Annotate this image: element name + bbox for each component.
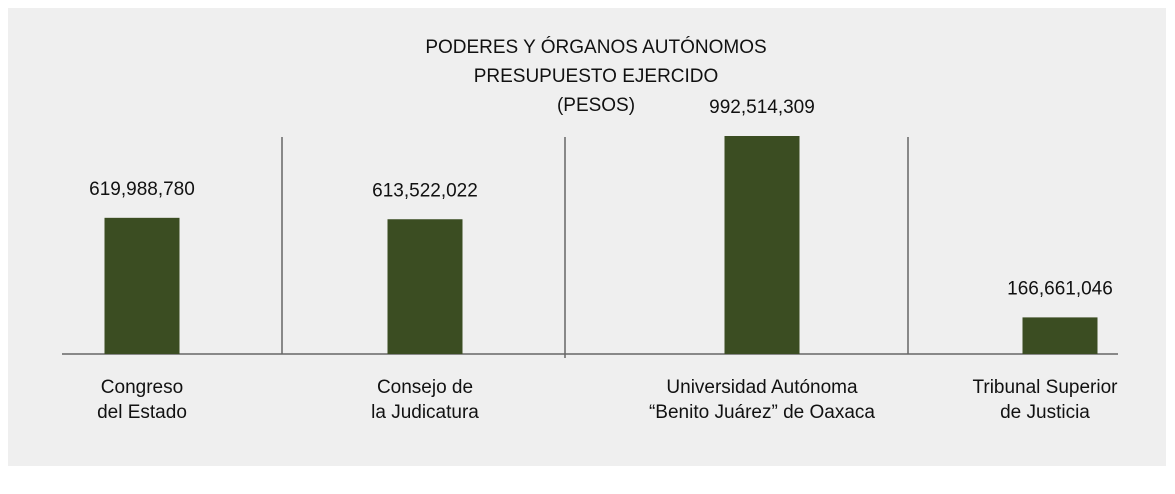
bar — [724, 136, 800, 354]
chart-title: PODERES Y ÓRGANOS AUTÓNOMOS — [425, 36, 766, 58]
bar — [387, 219, 463, 354]
x-tick-label: Tribunal Superior — [972, 377, 1118, 398]
value-label: 992,514,309 — [709, 97, 815, 118]
x-tick-label: Consejo de — [377, 377, 473, 398]
x-tick-label: de Justicia — [1000, 402, 1090, 423]
x-tick-label: del Estado — [97, 402, 187, 423]
x-tick-label: Universidad Autónoma — [666, 377, 858, 398]
bar — [1022, 317, 1098, 354]
x-tick-label: la Judicatura — [371, 402, 479, 423]
value-label: 613,522,022 — [372, 180, 478, 201]
unit-label: (PESOS) — [557, 95, 635, 116]
bar — [104, 217, 180, 354]
chart-background — [8, 8, 1166, 466]
value-label: 166,661,046 — [1007, 278, 1113, 299]
chart-subtitle: PRESUPUESTO EJERCIDO — [474, 66, 719, 87]
value-label: 619,988,780 — [89, 179, 195, 200]
x-tick-label: Congreso — [101, 377, 183, 398]
x-tick-label: “Benito Juárez” de Oaxaca — [649, 402, 875, 423]
